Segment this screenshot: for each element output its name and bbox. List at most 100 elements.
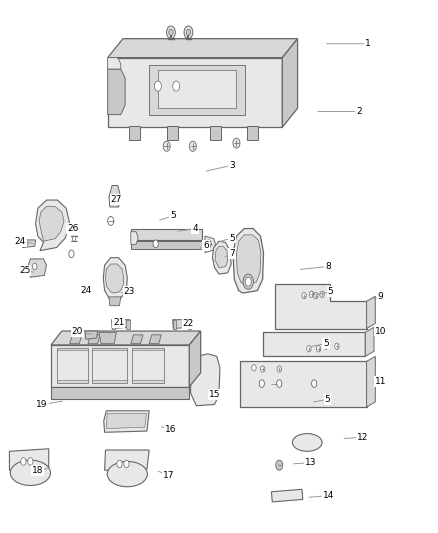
Polygon shape	[367, 296, 375, 328]
Polygon shape	[109, 185, 121, 207]
Text: 16: 16	[165, 425, 177, 434]
Text: 20: 20	[71, 327, 83, 336]
Polygon shape	[104, 411, 149, 432]
Circle shape	[117, 460, 122, 468]
Circle shape	[184, 26, 193, 39]
Polygon shape	[10, 449, 49, 470]
Circle shape	[173, 81, 180, 91]
Text: 1: 1	[364, 39, 370, 48]
Polygon shape	[272, 489, 303, 502]
Polygon shape	[367, 357, 375, 407]
Polygon shape	[106, 413, 147, 429]
Circle shape	[324, 343, 328, 350]
Polygon shape	[263, 332, 365, 357]
Polygon shape	[103, 257, 127, 300]
Polygon shape	[108, 39, 297, 58]
Circle shape	[153, 240, 158, 247]
Text: 18: 18	[32, 466, 43, 475]
Polygon shape	[215, 246, 228, 268]
Polygon shape	[106, 264, 124, 293]
Circle shape	[186, 29, 191, 36]
Polygon shape	[283, 39, 297, 127]
Polygon shape	[39, 206, 64, 241]
Text: 17: 17	[163, 471, 174, 480]
Polygon shape	[275, 284, 367, 328]
Circle shape	[261, 366, 265, 372]
Polygon shape	[210, 126, 221, 140]
Circle shape	[314, 293, 318, 299]
Text: 5: 5	[328, 287, 333, 296]
Text: 24: 24	[80, 286, 92, 295]
Polygon shape	[51, 345, 189, 387]
Text: 5: 5	[325, 395, 330, 404]
Ellipse shape	[292, 433, 322, 451]
Text: 11: 11	[375, 377, 386, 386]
Circle shape	[316, 345, 321, 352]
Text: 10: 10	[375, 327, 386, 336]
Circle shape	[69, 250, 74, 257]
Circle shape	[28, 458, 33, 465]
Polygon shape	[173, 320, 191, 328]
Polygon shape	[57, 350, 88, 381]
Circle shape	[154, 81, 161, 91]
Polygon shape	[108, 58, 283, 127]
Circle shape	[320, 291, 324, 297]
Polygon shape	[88, 335, 100, 344]
Text: 8: 8	[325, 262, 331, 271]
Circle shape	[108, 216, 114, 225]
Ellipse shape	[107, 462, 148, 487]
Circle shape	[32, 263, 37, 270]
Circle shape	[189, 141, 196, 151]
Text: 22: 22	[183, 319, 194, 328]
Polygon shape	[22, 240, 35, 247]
Polygon shape	[112, 320, 115, 328]
Polygon shape	[108, 58, 121, 69]
Text: 15: 15	[209, 390, 220, 399]
Text: 25: 25	[19, 266, 30, 275]
Polygon shape	[149, 65, 245, 115]
Polygon shape	[127, 320, 130, 328]
Circle shape	[166, 26, 175, 39]
Polygon shape	[158, 70, 237, 108]
Text: 19: 19	[36, 400, 48, 409]
Polygon shape	[51, 331, 201, 345]
Polygon shape	[131, 232, 138, 244]
Polygon shape	[132, 350, 164, 381]
Polygon shape	[173, 320, 176, 328]
Polygon shape	[365, 327, 374, 357]
Polygon shape	[205, 236, 215, 253]
Polygon shape	[99, 332, 117, 344]
Circle shape	[277, 380, 282, 387]
Polygon shape	[92, 348, 127, 383]
Circle shape	[276, 460, 283, 470]
Polygon shape	[85, 331, 98, 340]
Polygon shape	[57, 348, 88, 383]
Text: 26: 26	[67, 224, 78, 233]
Circle shape	[163, 141, 170, 151]
Text: 5: 5	[229, 233, 235, 243]
Polygon shape	[105, 450, 149, 470]
Polygon shape	[131, 335, 143, 344]
Circle shape	[72, 236, 76, 241]
Text: 4: 4	[192, 224, 198, 233]
Polygon shape	[233, 229, 264, 293]
Circle shape	[169, 29, 173, 36]
Circle shape	[277, 366, 282, 372]
Circle shape	[233, 138, 240, 148]
Polygon shape	[108, 69, 125, 115]
Text: 2: 2	[356, 107, 361, 116]
Polygon shape	[187, 320, 191, 328]
Text: 24: 24	[15, 237, 26, 246]
Polygon shape	[166, 126, 177, 140]
Circle shape	[21, 458, 26, 465]
Polygon shape	[191, 354, 220, 406]
Ellipse shape	[11, 460, 50, 486]
Circle shape	[243, 274, 254, 289]
Polygon shape	[240, 361, 367, 407]
Polygon shape	[70, 335, 82, 344]
Polygon shape	[189, 331, 201, 387]
Circle shape	[311, 380, 317, 387]
Polygon shape	[92, 350, 127, 381]
Circle shape	[309, 291, 314, 297]
Circle shape	[206, 240, 211, 247]
